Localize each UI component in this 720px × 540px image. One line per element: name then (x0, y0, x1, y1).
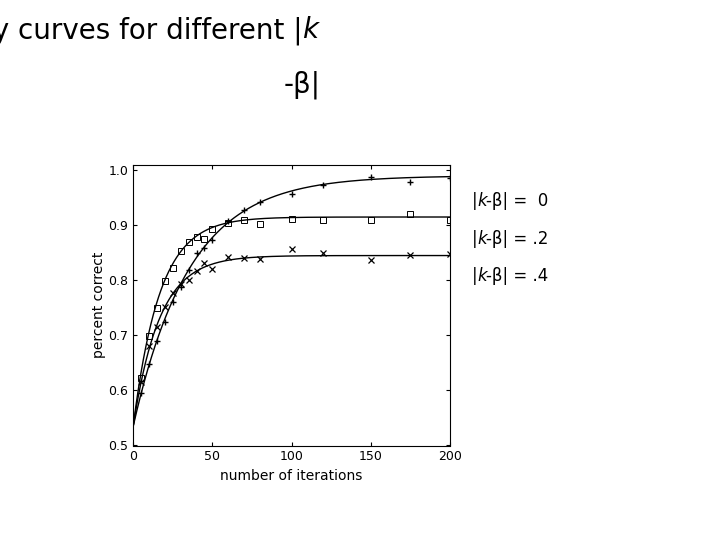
Text: |: | (472, 267, 477, 285)
X-axis label: number of iterations: number of iterations (220, 469, 363, 483)
Text: k: k (302, 16, 318, 44)
Text: -β|: -β| (284, 70, 321, 99)
Text: Time-accuracy curves for different |: Time-accuracy curves for different | (0, 16, 302, 45)
Text: -β| = .2: -β| = .2 (486, 230, 549, 247)
Text: |: | (472, 230, 477, 247)
Text: k: k (477, 192, 487, 210)
Text: |: | (472, 192, 477, 210)
Text: k: k (477, 230, 487, 247)
Text: k: k (477, 267, 487, 285)
Text: -β| =  0: -β| = 0 (486, 192, 548, 210)
Text: -β| = .4: -β| = .4 (486, 267, 548, 285)
Y-axis label: percent correct: percent correct (91, 252, 106, 358)
